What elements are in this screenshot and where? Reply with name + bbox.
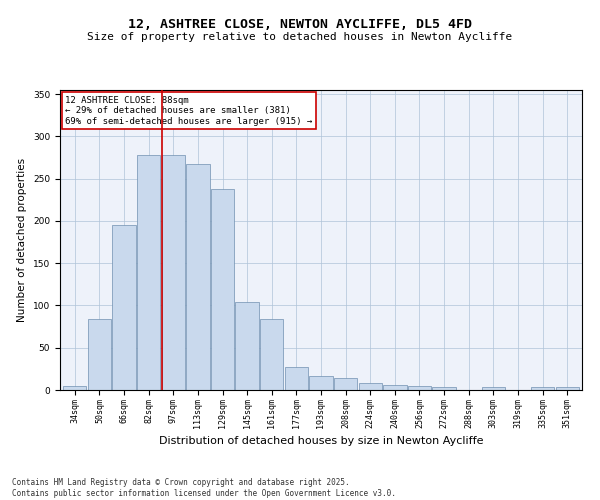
Bar: [531, 388, 554, 390]
Bar: [556, 388, 579, 390]
X-axis label: Distribution of detached houses by size in Newton Aycliffe: Distribution of detached houses by size …: [159, 436, 483, 446]
Bar: [211, 189, 234, 390]
Bar: [383, 385, 407, 390]
Bar: [112, 225, 136, 390]
Bar: [161, 155, 185, 390]
Bar: [310, 376, 332, 390]
Bar: [88, 319, 111, 390]
Bar: [359, 383, 382, 390]
Text: Size of property relative to detached houses in Newton Aycliffe: Size of property relative to detached ho…: [88, 32, 512, 42]
Text: 12 ASHTREE CLOSE: 88sqm
← 29% of detached houses are smaller (381)
69% of semi-d: 12 ASHTREE CLOSE: 88sqm ← 29% of detache…: [65, 96, 313, 126]
Bar: [63, 386, 86, 390]
Bar: [408, 386, 431, 390]
Bar: [260, 319, 283, 390]
Bar: [433, 388, 456, 390]
Bar: [137, 155, 160, 390]
Bar: [284, 367, 308, 390]
Bar: [235, 302, 259, 390]
Bar: [186, 164, 209, 390]
Bar: [334, 378, 358, 390]
Text: Contains HM Land Registry data © Crown copyright and database right 2025.
Contai: Contains HM Land Registry data © Crown c…: [12, 478, 396, 498]
Y-axis label: Number of detached properties: Number of detached properties: [17, 158, 28, 322]
Text: 12, ASHTREE CLOSE, NEWTON AYCLIFFE, DL5 4FD: 12, ASHTREE CLOSE, NEWTON AYCLIFFE, DL5 …: [128, 18, 472, 30]
Bar: [482, 388, 505, 390]
